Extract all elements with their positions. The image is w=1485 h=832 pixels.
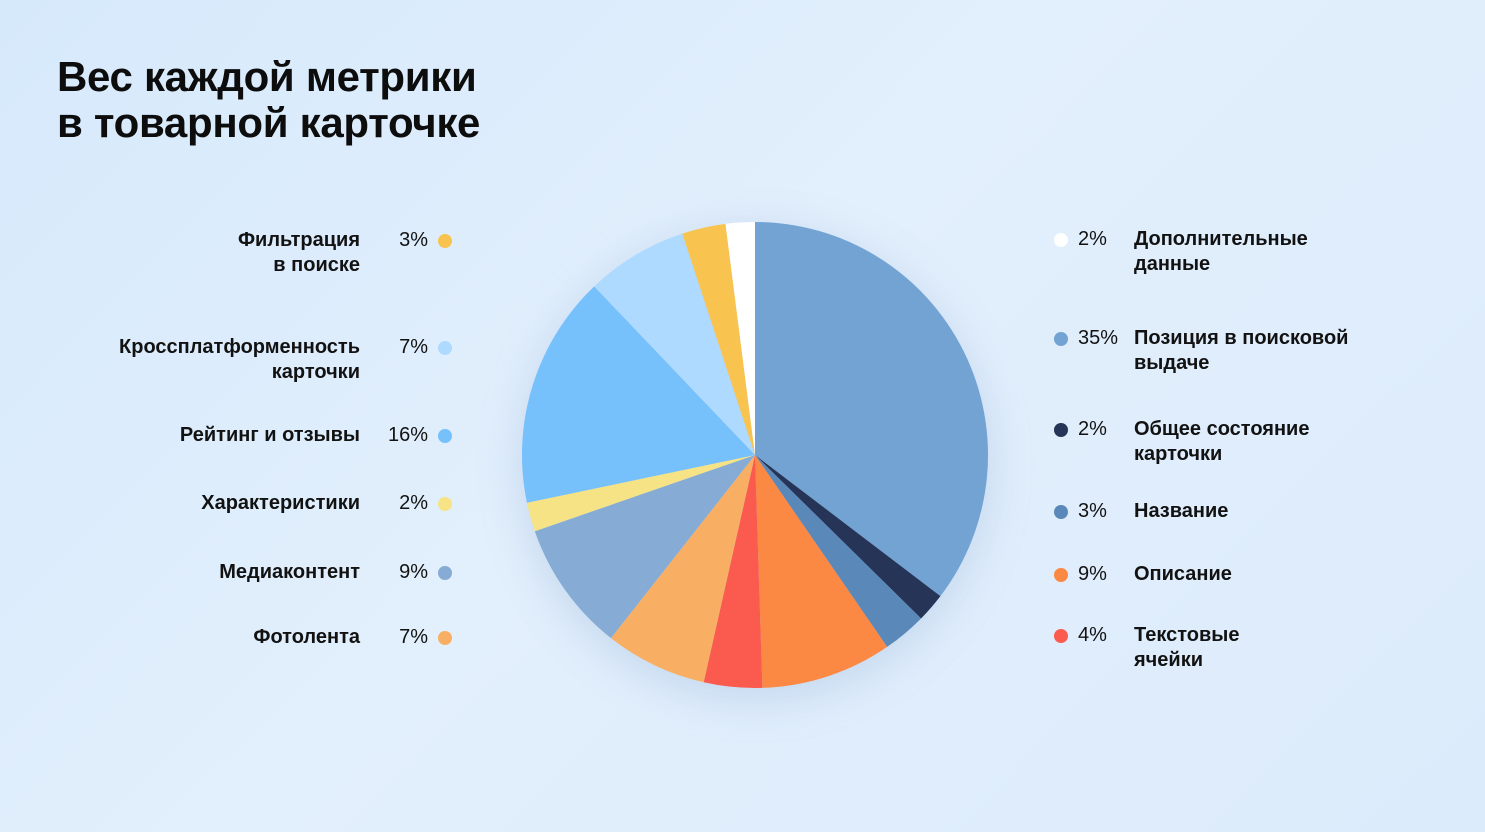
pie-slice-0 <box>755 222 988 597</box>
legend-label: Текстовые ячейки <box>1134 624 1240 671</box>
legend-label: Рейтинг и отзывы <box>179 424 360 446</box>
legend-percent: 4% <box>1078 624 1107 646</box>
legend-percent: 2% <box>399 492 428 514</box>
legend-label: Общее состояние карточки <box>1134 418 1310 465</box>
legend-dot <box>1054 332 1068 346</box>
pie-slice-1 <box>755 455 941 619</box>
legend-percent: 35% <box>1078 327 1119 349</box>
legend-label: Описание <box>1134 563 1232 585</box>
legend-dot <box>438 497 452 511</box>
legend-label: Дополнительные данные <box>1134 228 1308 275</box>
pie-slice-10 <box>682 223 755 455</box>
legend-dot <box>438 341 452 355</box>
legend-percent: 3% <box>1078 500 1107 522</box>
legend-dot <box>438 234 452 248</box>
pie-slice-7 <box>526 455 755 532</box>
legend-label: Медиаконтент <box>219 561 360 583</box>
legend-dot <box>1054 505 1068 519</box>
legend-label: Кроссплатформенность карточки <box>119 336 360 383</box>
legend-label: Название <box>1134 500 1229 522</box>
legend-dot <box>438 631 452 645</box>
legend-dot <box>1054 233 1068 247</box>
title-line-1: Вес каждой метрики <box>57 53 477 100</box>
legend-label: Характеристики <box>201 492 360 514</box>
legend-dot <box>1054 568 1068 582</box>
legend-percent: 9% <box>1078 563 1107 585</box>
legend-label: Фильтрация в поиске <box>237 229 360 276</box>
pie-chart <box>522 222 988 688</box>
legend-label: Позиция в поисковой выдаче <box>1134 327 1349 374</box>
legend-label: Фотолента <box>253 626 360 648</box>
pie-slice-8 <box>522 286 755 503</box>
legend-percent: 7% <box>399 336 428 358</box>
pie-slice-9 <box>594 233 755 455</box>
legend-percent: 2% <box>1078 418 1107 440</box>
pie-slice-3 <box>755 455 888 688</box>
title-line-2: в товарной карточке <box>57 99 481 146</box>
legend-dot <box>1054 629 1068 643</box>
page-title: Вес каждой метрики в товарной карточке <box>57 54 480 146</box>
pie-slice-11 <box>725 222 755 455</box>
legend-percent: 7% <box>399 626 428 648</box>
legend-dot <box>1054 423 1068 437</box>
pie-slice-6 <box>534 455 755 639</box>
legend-percent: 3% <box>399 229 428 251</box>
pie-slice-5 <box>610 455 755 683</box>
legend-percent: 2% <box>1078 228 1107 250</box>
pie-slice-2 <box>755 455 922 647</box>
legend-dot <box>438 566 452 580</box>
legend-dot <box>438 429 452 443</box>
legend-percent: 9% <box>399 561 428 583</box>
pie-slice-4 <box>703 455 763 688</box>
legend-percent: 16% <box>387 424 428 446</box>
